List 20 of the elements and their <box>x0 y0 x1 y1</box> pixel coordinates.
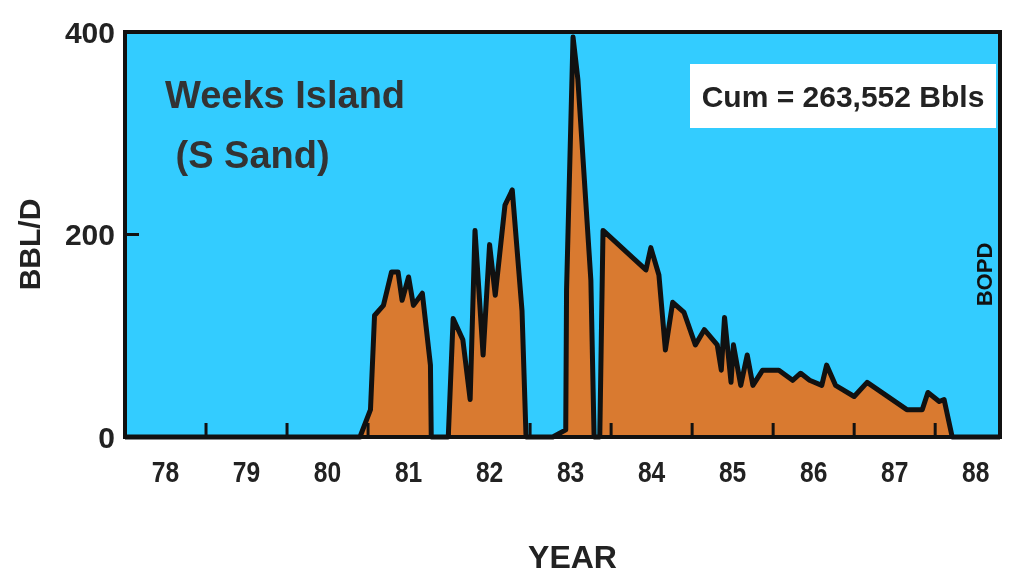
x-tick-label: 79 <box>232 454 261 489</box>
x-tick-label: 84 <box>637 454 666 489</box>
x-tick-label: 86 <box>799 454 828 489</box>
x-tick-label: 81 <box>394 454 423 489</box>
text: Weeks Island <box>165 74 406 116</box>
x-tick-label: 88 <box>962 454 990 489</box>
x-tick-label: 78 <box>151 454 180 489</box>
x-tick-label: 82 <box>475 454 504 489</box>
x-tick-label: 85 <box>718 454 747 489</box>
y2-axis-title: BOPD <box>971 242 997 307</box>
x-tick-label: 87 <box>880 454 909 489</box>
annotation: Cum = 263,552 Bbls <box>701 79 985 113</box>
x-axis-title: YEAR <box>528 539 617 575</box>
text: (S Sand) <box>165 134 330 176</box>
x-tick-label: 83 <box>556 454 585 489</box>
x-tick-label: 80 <box>313 454 342 489</box>
y-tick-label: 0 <box>98 420 115 454</box>
y-tick-label: 400 <box>64 15 115 49</box>
y-axis-title: BBL/D <box>13 198 46 291</box>
y-tick-label: 200 <box>64 218 115 251</box>
